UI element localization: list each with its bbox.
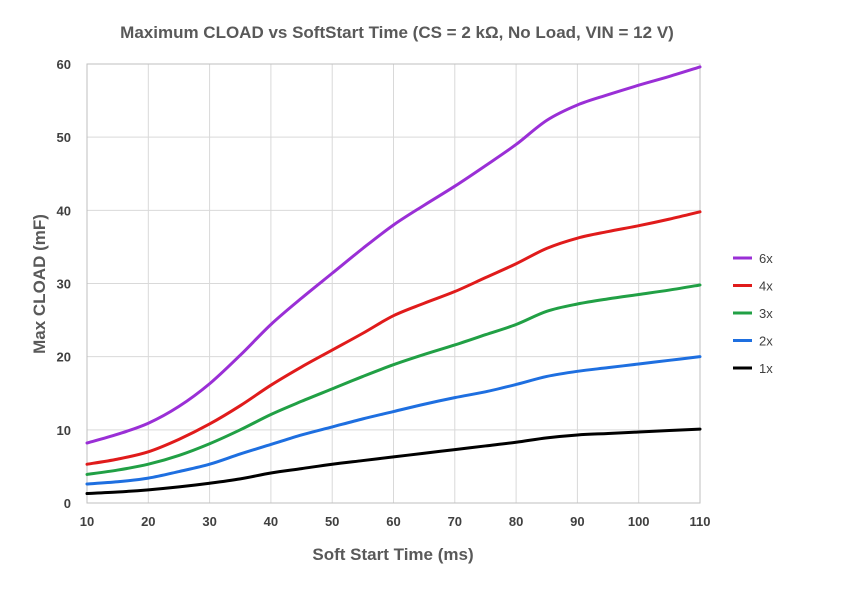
y-tick-label: 10 [57,423,71,438]
x-tick-label: 110 [690,514,711,529]
x-tick-label: 30 [202,514,216,529]
x-axis-title: Soft Start Time (ms) [312,545,473,564]
y-tick-label: 40 [57,203,71,218]
series-line-4x [85,210,702,466]
x-tick-label: 40 [264,514,278,529]
grid [86,63,701,504]
series-line-3x [85,283,702,476]
x-tick-label: 90 [570,514,584,529]
x-tick-label: 20 [141,514,155,529]
x-tick-label: 80 [509,514,523,529]
x-tick-label: 10 [80,514,94,529]
series-layer [85,65,702,495]
series-line-6x [85,65,702,445]
series-line-2x [85,355,702,486]
y-axis-title: Max CLOAD (mF) [30,214,49,354]
y-tick-label: 0 [64,496,71,511]
legend-label-6x: 6x [759,251,773,266]
x-axis: 10 20 30 40 50 60 70 80 90 100 110 [80,514,711,529]
legend-label-4x: 4x [759,279,773,294]
y-tick-label: 60 [57,57,71,72]
legend-label-3x: 3x [759,306,773,321]
y-tick-label: 50 [57,130,71,145]
x-tick-label: 70 [448,514,462,529]
y-axis: 0 10 20 30 40 50 60 [57,57,71,511]
chart-title: Maximum CLOAD vs SoftStart Time (CS = 2 … [120,23,674,42]
series-line-1x [85,427,702,495]
x-tick-label: 50 [325,514,339,529]
x-tick-label: 100 [628,514,650,529]
legend-label-2x: 2x [759,334,773,349]
x-tick-label: 60 [386,514,400,529]
legend: 6x 4x 3x 2x 1x [733,251,773,376]
y-tick-label: 20 [57,350,71,365]
y-tick-label: 30 [57,277,71,292]
legend-label-1x: 1x [759,361,773,376]
